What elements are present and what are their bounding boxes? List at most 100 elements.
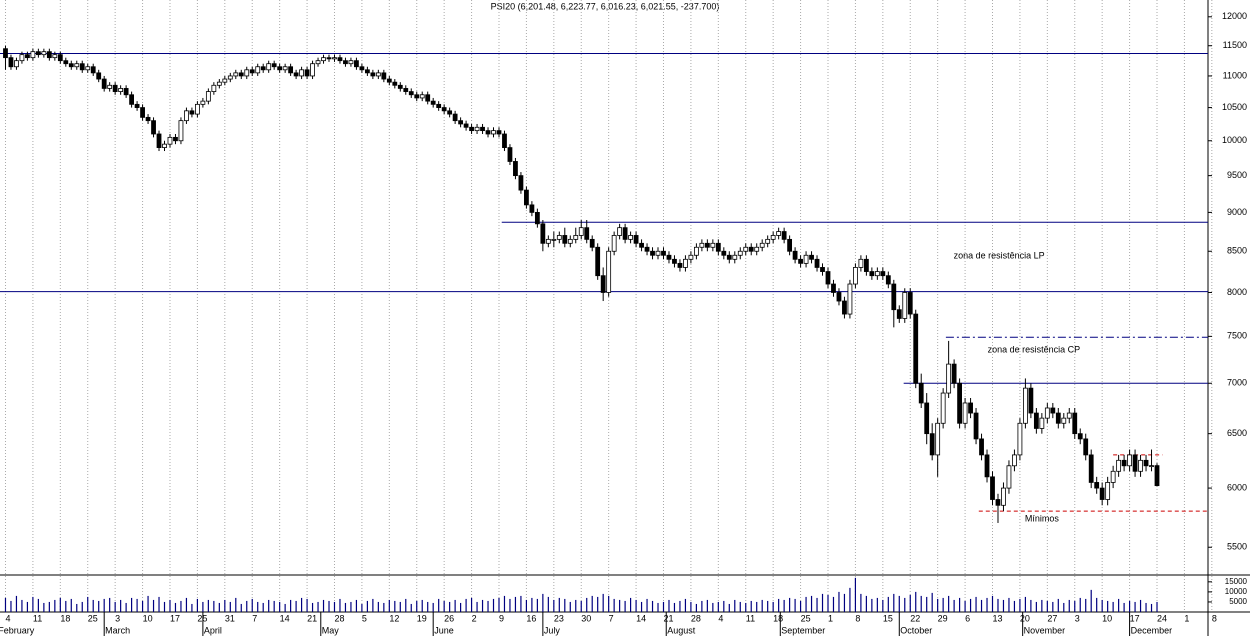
candle-body xyxy=(787,238,793,252)
candle-body xyxy=(68,63,74,68)
candle-body xyxy=(842,300,847,315)
chart-title: PSI20 (6,201.48, 6,223.77, 6,016.23, 6,0… xyxy=(491,1,720,11)
candle-body xyxy=(1012,454,1017,467)
x-tick-label: 5 xyxy=(362,613,367,623)
annotation: zona de resistência LP xyxy=(954,250,1045,260)
candle-body xyxy=(1099,487,1105,500)
candle-body xyxy=(765,238,771,244)
x-tick-label: 14 xyxy=(636,613,646,623)
candle-body xyxy=(699,242,705,248)
candle-body xyxy=(375,72,381,77)
volume-tick-label: 5000 xyxy=(1229,597,1247,606)
candle-body xyxy=(1088,454,1094,483)
candle-body xyxy=(447,110,453,115)
candle-body xyxy=(776,231,782,236)
candle-body xyxy=(995,499,1001,506)
candle-body xyxy=(951,363,957,384)
y-tick-label: 7000 xyxy=(1227,378,1247,388)
candle-body xyxy=(891,283,897,311)
candle-body xyxy=(913,313,919,384)
x-tick-label: 7 xyxy=(609,613,614,623)
candle-body xyxy=(896,309,902,319)
candle-body xyxy=(343,60,348,65)
month-label: September xyxy=(781,625,825,635)
candle-body xyxy=(661,250,666,256)
candle-body xyxy=(337,57,343,62)
candle-body xyxy=(524,189,529,206)
candle-body xyxy=(606,250,612,293)
candle-body xyxy=(693,246,699,256)
candle-body xyxy=(1138,459,1143,472)
candle-body xyxy=(1110,470,1116,483)
candle-body xyxy=(1066,412,1072,419)
candle-body xyxy=(573,235,579,240)
x-tick-label: 4 xyxy=(718,613,723,623)
candle-body xyxy=(809,254,814,260)
x-tick-label: 6 xyxy=(965,613,970,623)
x-tick-label: 21 xyxy=(307,613,317,623)
y-tick-label: 5500 xyxy=(1227,542,1247,552)
month-label: April xyxy=(204,625,222,635)
candle-body xyxy=(1039,417,1045,429)
x-tick-label: 20 xyxy=(1020,613,1030,623)
candle-body xyxy=(814,258,820,268)
x-tick-label: 3 xyxy=(1075,613,1080,623)
candle-body xyxy=(140,107,145,118)
candle-body xyxy=(562,235,568,244)
candle-body xyxy=(332,57,337,60)
candle-body xyxy=(628,235,633,240)
candle-body xyxy=(430,100,436,105)
candle-body xyxy=(748,246,754,252)
x-tick-label: 16 xyxy=(526,613,536,623)
candle-body xyxy=(463,123,469,128)
candle-body xyxy=(304,69,310,77)
candle-body xyxy=(211,84,217,92)
x-tick-label: 31 xyxy=(225,613,235,623)
candle-body xyxy=(1055,412,1061,424)
x-tick-label: 13 xyxy=(993,613,1003,623)
candle-body xyxy=(41,51,47,56)
candle-body xyxy=(474,126,480,132)
y-tick-label: 10000 xyxy=(1222,135,1247,145)
candle-body xyxy=(397,84,403,89)
candle-body xyxy=(710,242,716,248)
y-tick-label: 6000 xyxy=(1227,482,1247,492)
candle-body xyxy=(990,476,995,500)
candle-body xyxy=(233,72,239,77)
candle-body xyxy=(688,254,694,260)
x-tick-label: 25 xyxy=(88,613,98,623)
candle-body xyxy=(57,54,63,62)
candle-body xyxy=(315,60,321,65)
x-tick-label: 7 xyxy=(252,613,257,623)
candle-body xyxy=(1149,465,1154,468)
candle-body xyxy=(485,130,491,135)
candle-body xyxy=(578,227,584,236)
candle-body xyxy=(469,126,474,132)
x-tick-label: 28 xyxy=(334,613,344,623)
annotation: Mínimos xyxy=(1025,514,1060,524)
candle-body xyxy=(1127,454,1132,467)
candle-body xyxy=(534,211,540,225)
candle-body xyxy=(189,110,195,115)
candle-body xyxy=(918,382,924,404)
candle-body xyxy=(611,235,617,252)
y-tick-label: 8000 xyxy=(1227,287,1247,297)
candle-body xyxy=(754,246,760,252)
x-tick-label: 23 xyxy=(554,613,564,623)
candle-body xyxy=(156,133,162,148)
candle-body xyxy=(551,238,557,241)
candle-body xyxy=(63,60,69,65)
month-label: July xyxy=(544,625,561,635)
x-tick-label: 18 xyxy=(60,613,70,623)
candle-body xyxy=(1083,438,1089,456)
candle-body xyxy=(381,72,387,80)
candle-body xyxy=(145,116,151,122)
candle-body xyxy=(798,258,803,264)
y-tick-label: 8500 xyxy=(1227,246,1247,256)
candle-body xyxy=(403,88,409,92)
x-tick-label: 24 xyxy=(1157,613,1167,623)
candle-body xyxy=(222,78,228,83)
candle-body xyxy=(874,271,880,277)
x-tick-label: 17 xyxy=(1130,613,1140,623)
candle-body xyxy=(167,136,173,145)
